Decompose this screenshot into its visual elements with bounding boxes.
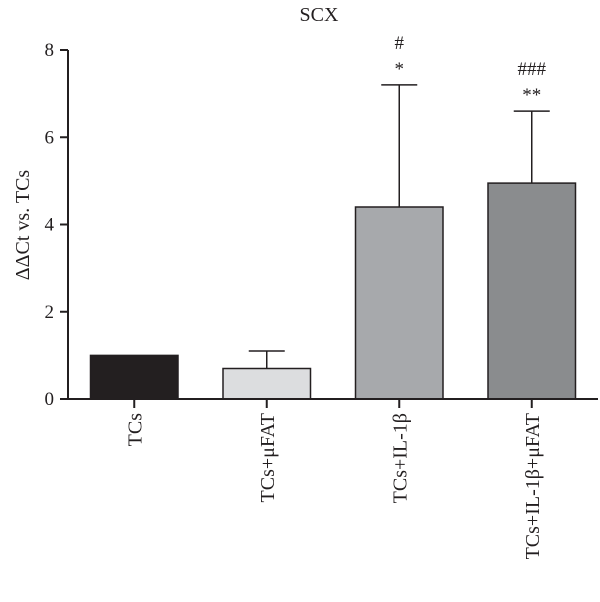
bars-layer xyxy=(89,182,577,400)
y-tick-label-4: 8 xyxy=(45,40,55,61)
significance-mark-2-0: # xyxy=(395,33,405,54)
y-ticks-layer: 0 2 4 6 8 xyxy=(45,40,68,410)
error-bars-layer xyxy=(248,84,550,369)
x-category-label-1: TCs+μFAT xyxy=(257,413,279,502)
bar-3 xyxy=(487,182,577,400)
chart-title: SCX xyxy=(300,4,339,26)
y-tick-label-1: 2 xyxy=(45,302,55,323)
x-category-label-3: TCs+IL-1β+μFAT xyxy=(522,413,544,559)
significance-mark-2-1: * xyxy=(395,59,405,80)
bar-1 xyxy=(222,367,312,400)
significance-mark-3-0: ### xyxy=(518,59,547,80)
x-category-label-0: TCs xyxy=(124,413,146,447)
bar-2 xyxy=(354,206,444,400)
y-axis-label: ΔΔCt vs. TCs xyxy=(12,170,34,281)
x-category-label-2: TCs+IL-1β xyxy=(389,413,411,503)
significance-mark-3-1: ** xyxy=(522,85,541,106)
significance-layer: # * ### ** xyxy=(395,33,547,106)
x-ticks-layer: TCs TCs+μFAT TCs+IL-1β TCs+IL-1β+μFAT xyxy=(124,399,544,559)
y-tick-label-0: 0 xyxy=(45,389,55,410)
y-tick-label-2: 4 xyxy=(45,215,55,236)
bar-0 xyxy=(89,354,179,400)
y-tick-label-3: 6 xyxy=(45,127,55,148)
